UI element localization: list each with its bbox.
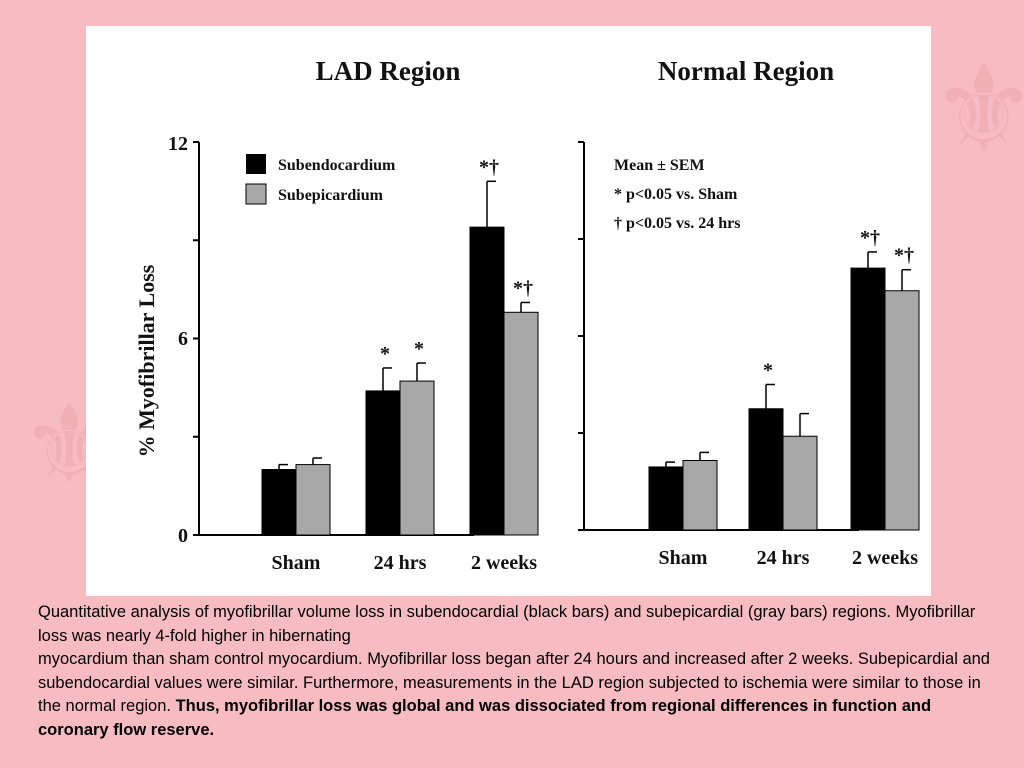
x-tick-label: 24 hrs (374, 552, 427, 574)
normal-chart: Normal Region Mean ± SEM * p<0.05 vs. Sh… (614, 56, 834, 232)
bar-subepicardium (782, 435, 818, 531)
bar-subendocardium (748, 408, 784, 531)
y-tick-label: 6 (178, 328, 188, 350)
fleur-de-lis-decoration: ⚜ (930, 40, 1024, 179)
y-axis-label: % Myofibrillar Loss (134, 264, 159, 457)
caption-conclusion: Thus, myofibrillar loss was global and w… (38, 697, 932, 739)
legend-swatch-subendocardium (246, 154, 266, 174)
bar-subepicardium (682, 459, 718, 531)
significance-marker: * (763, 360, 773, 382)
figure-caption: Quantitative analysis of myofibrillar vo… (38, 601, 998, 742)
legend-swatch-subepicardium (245, 183, 267, 205)
bar-subendocardium (850, 267, 886, 531)
caption-line-1: Quantitative analysis of myofibrillar vo… (38, 603, 976, 645)
bar-subepicardium (399, 380, 435, 536)
significance-marker: * (380, 343, 390, 365)
bar-subendocardium (648, 466, 684, 531)
x-tick-label: Sham (272, 552, 321, 574)
normal-title: Normal Region (658, 56, 834, 86)
legend-label-subepicardium: Subepicardium (278, 187, 384, 204)
bar-subepicardium (295, 464, 331, 536)
x-tick-label: 2 weeks (471, 552, 537, 574)
x-tick-label: 2 weeks (852, 547, 918, 569)
stats-note-mean: Mean ± SEM (614, 157, 705, 174)
significance-marker: *† (479, 156, 499, 178)
stats-note-sham: * p<0.05 vs. Sham (614, 186, 738, 203)
bar-subepicardium (884, 290, 920, 531)
lad-chart: LAD Region % Myofibrillar Loss 12 6 0 Su… (134, 56, 460, 547)
significance-marker: *† (894, 245, 914, 267)
bar-subendocardium (469, 226, 505, 536)
chart-marks: Sham 24 hrs * * 2 weeks *† *† Sham 24 hrs * 2 week… (193, 141, 920, 574)
bar-subendocardium (261, 469, 297, 536)
stats-note-24hrs: † p<0.05 vs. 24 hrs (614, 215, 740, 232)
x-tick-label: Sham (659, 547, 708, 569)
x-tick-label: 24 hrs (757, 547, 810, 569)
y-tick-label: 12 (168, 133, 188, 155)
bar-subepicardium (503, 311, 539, 536)
legend-label-subendocardium: Subendocardium (278, 157, 396, 174)
figure-panel: LAD Region % Myofibrillar Loss 12 6 0 Su… (86, 26, 931, 596)
significance-marker: *† (513, 277, 533, 299)
chart-svg: LAD Region % Myofibrillar Loss 12 6 0 Su… (134, 56, 920, 574)
caption-line-2: myocardium than sham control myocardium.… (38, 650, 990, 715)
significance-marker: * (414, 338, 424, 360)
bar-subendocardium (365, 390, 401, 536)
significance-marker: *† (860, 227, 880, 249)
lad-title: LAD Region (316, 56, 461, 86)
y-tick-label: 0 (178, 525, 188, 547)
